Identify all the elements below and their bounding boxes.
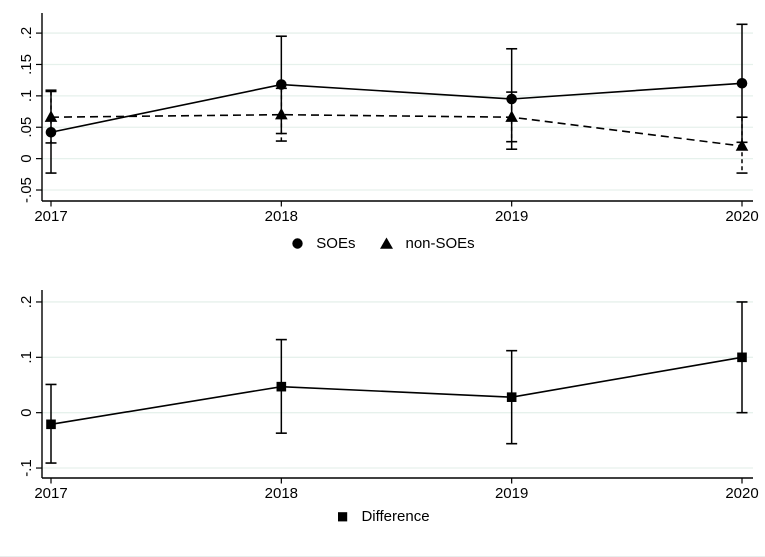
x-tick-label: 2019 <box>495 485 528 502</box>
triangle-marker-icon <box>380 237 394 249</box>
y-tick-label: -.05 <box>18 177 35 203</box>
marker-non-soes <box>505 110 518 122</box>
marker-soes <box>45 126 57 138</box>
x-tick-label: 2020 <box>725 208 758 225</box>
x-tick-label: 2017 <box>34 485 67 502</box>
y-tick-label: 0 <box>18 409 35 417</box>
x-tick-label: 2017 <box>34 208 67 225</box>
series-line-soes <box>50 82 743 134</box>
x-tick-label: 2018 <box>265 485 298 502</box>
marker-difference <box>506 392 517 402</box>
y-tick-label: .05 <box>18 117 35 138</box>
legend-bottom-panel: Difference <box>0 504 765 528</box>
marker-non-soes <box>275 107 288 120</box>
marker-non-soes <box>44 110 58 122</box>
y-tick-label: -.1 <box>18 459 35 477</box>
legend-item-soes: SOEs <box>290 236 355 251</box>
legend-label-non-soes: non-SOEs <box>405 234 475 252</box>
marker-difference <box>276 381 287 392</box>
y-tick-label: .1 <box>18 90 35 103</box>
legend-label-difference: Difference <box>361 507 430 525</box>
y-tick-label: .1 <box>18 351 35 364</box>
square-marker-icon <box>338 511 348 521</box>
y-tick-label: 0 <box>18 154 35 162</box>
y-tick-label: .2 <box>18 27 35 40</box>
legend-top-panel: SOEs non-SOEs <box>0 231 765 255</box>
legend-item-non-soes: non-SOEs <box>379 234 475 252</box>
x-tick-label: 2020 <box>725 485 758 502</box>
marker-soes <box>506 93 517 105</box>
x-tick-label: 2019 <box>495 208 528 225</box>
marker-difference <box>46 419 56 430</box>
series-line-non-soes <box>50 113 743 147</box>
series-line-difference <box>50 356 743 426</box>
marker-non-soes <box>735 139 749 151</box>
circle-marker-icon <box>292 237 303 249</box>
y-tick-label: .15 <box>18 54 35 75</box>
y-tick-label: .2 <box>18 296 35 309</box>
marker-soes <box>736 78 748 89</box>
legend-item-difference: Difference <box>335 507 430 525</box>
marker-soes <box>276 79 287 90</box>
marker-difference <box>737 352 747 363</box>
x-tick-label: 2018 <box>265 208 298 225</box>
legend-label-soes: SOEs <box>316 234 356 252</box>
